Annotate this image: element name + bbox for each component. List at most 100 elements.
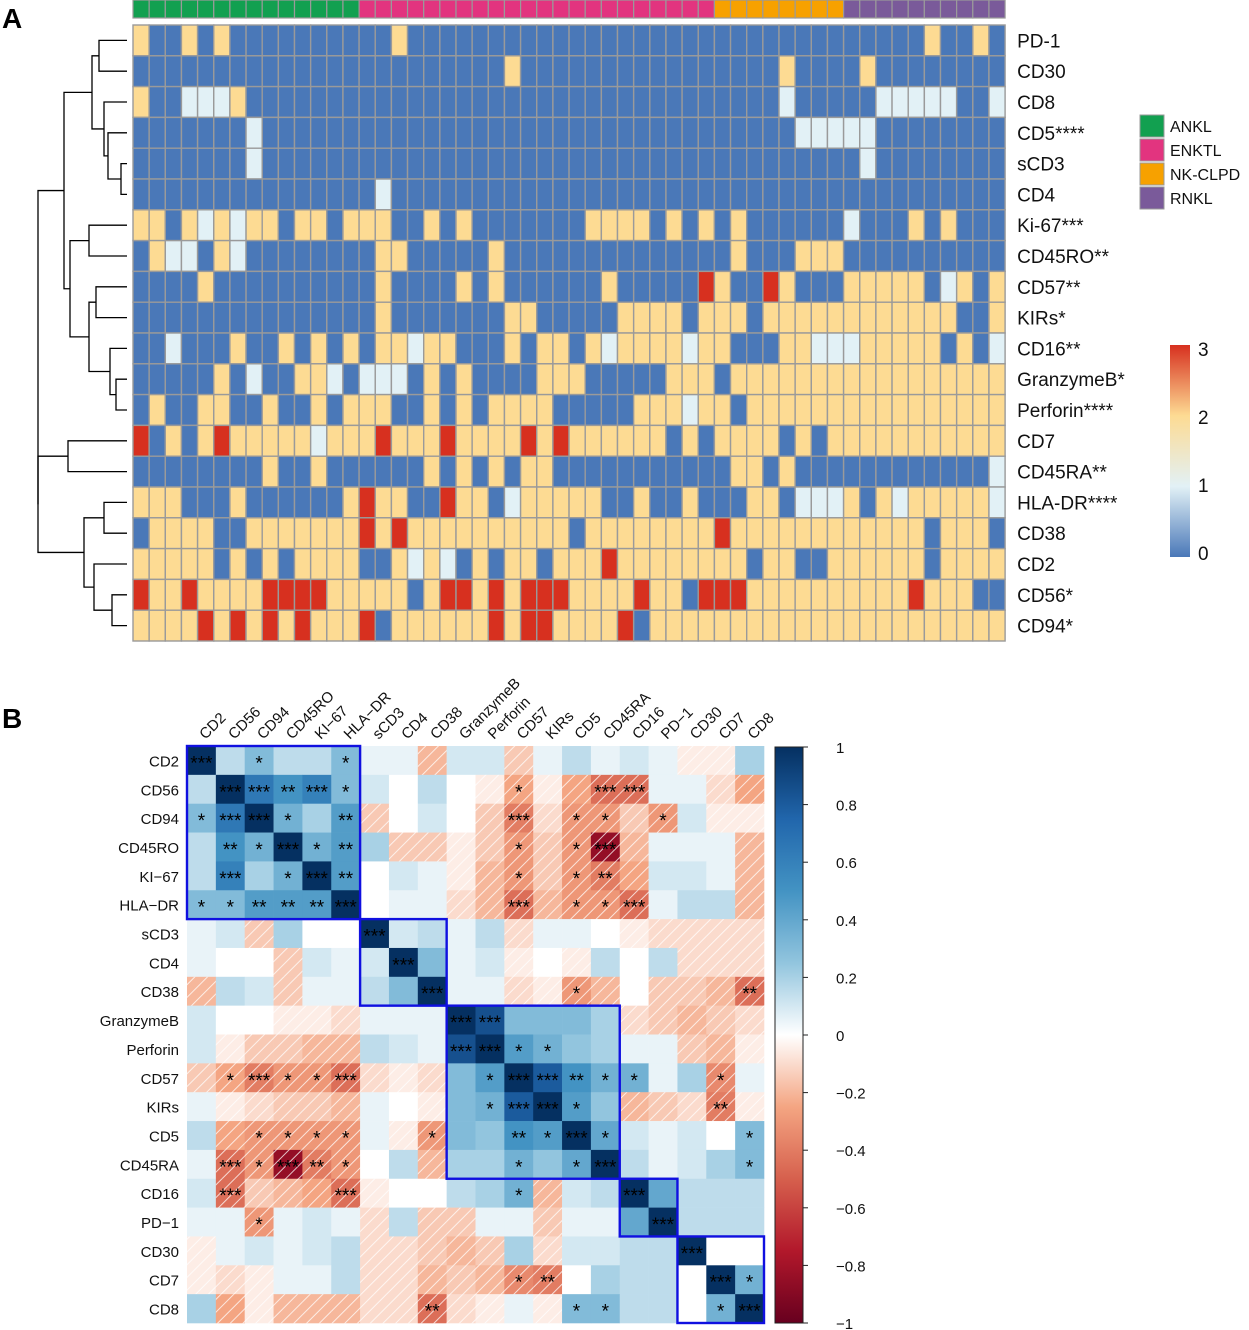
corr-negative-hatch — [331, 1034, 361, 1064]
corr-negative-hatch — [475, 861, 505, 891]
heatmap-cell — [746, 209, 764, 242]
corr-cell — [562, 1005, 592, 1035]
corr-row-label: CD8 — [149, 1302, 179, 1319]
row-label: CD94* — [1017, 617, 1074, 638]
heatmap-cell — [148, 609, 166, 642]
heatmap-cell — [309, 578, 328, 611]
colorbar-b-tick: −0.6 — [836, 1201, 866, 1218]
heatmap-cell — [649, 547, 667, 581]
heatmap-cell — [293, 363, 312, 396]
heatmap-cell — [762, 178, 780, 211]
group-annotation-cell — [600, 0, 619, 19]
corr-cell — [706, 890, 736, 920]
corr-row-label: CD57 — [141, 1071, 179, 1088]
heatmap-cell — [778, 147, 796, 180]
heatmap-cell — [923, 270, 942, 303]
corr-negative-hatch — [677, 1034, 707, 1064]
corr-cell — [475, 1207, 505, 1237]
significance-mark: *** — [710, 1273, 733, 1294]
heatmap-cell — [196, 116, 215, 149]
corr-cell — [677, 1294, 707, 1324]
heatmap-cell — [762, 239, 780, 273]
heatmap-cell — [616, 24, 635, 57]
heatmap-cell — [842, 609, 861, 642]
significance-mark: * — [573, 811, 581, 832]
corr-cell — [446, 1092, 476, 1122]
heatmap-cell — [164, 393, 183, 427]
group-annotation-cell — [148, 0, 166, 19]
corr-negative-hatch — [331, 1149, 361, 1180]
heatmap-cell — [229, 178, 247, 211]
heatmap-cell — [972, 270, 990, 303]
corr-cell — [706, 1207, 736, 1237]
heatmap-cell — [859, 270, 877, 303]
heatmap-cell — [681, 332, 699, 365]
heatmap-cell — [536, 486, 554, 519]
corr-cell — [331, 746, 361, 776]
heatmap-cell — [794, 116, 813, 149]
heatmap-cell — [148, 209, 166, 242]
heatmap-cell — [423, 116, 441, 149]
corr-col-label: CD38 — [427, 704, 466, 743]
corr-cell — [388, 803, 419, 833]
corr-negative-hatch — [735, 947, 765, 978]
group-annotation-cell — [326, 0, 344, 19]
heatmap-cell — [778, 424, 796, 457]
heatmap-cell — [794, 547, 813, 581]
corr-negative-hatch — [735, 861, 765, 891]
heatmap-cell — [649, 363, 667, 396]
heatmap-cell — [729, 486, 748, 519]
corr-cell — [302, 947, 332, 978]
heatmap-cell — [762, 517, 780, 550]
significance-mark: * — [515, 1157, 523, 1178]
heatmap-cell — [439, 578, 457, 611]
heatmap-cell — [342, 517, 360, 550]
heatmap-cell — [972, 55, 990, 88]
heatmap-cell — [907, 424, 926, 457]
heatmap-cell — [600, 424, 619, 457]
colorbar-a-tick: 2 — [1198, 408, 1209, 429]
dendrogram-branch — [95, 286, 127, 319]
corr-cell — [273, 774, 303, 804]
heatmap-cell — [309, 55, 328, 88]
corr-cell — [417, 1034, 447, 1064]
heatmap-cell — [471, 547, 489, 581]
corr-cell — [648, 1294, 678, 1324]
heatmap-cell — [390, 239, 409, 273]
heatmap-cell — [859, 578, 877, 611]
significance-mark: * — [342, 1157, 350, 1178]
group-annotation-cell — [891, 0, 909, 19]
corr-cell — [215, 832, 245, 862]
heatmap-cell — [794, 239, 813, 273]
heatmap-cell — [439, 332, 457, 365]
corr-negative-hatch — [446, 1265, 476, 1295]
heatmap-cell — [552, 24, 570, 57]
heatmap-cell — [196, 178, 215, 211]
heatmap-cell — [148, 239, 166, 273]
corr-negative-hatch — [533, 1178, 563, 1208]
heatmap-cell — [455, 239, 473, 273]
heatmap-cell — [487, 424, 506, 457]
heatmap-cell — [213, 517, 231, 550]
corr-cell — [533, 1034, 563, 1064]
heatmap-cell — [552, 455, 570, 488]
heatmap-cell — [600, 547, 619, 581]
corr-negative-hatch — [417, 1092, 447, 1122]
heatmap-cell — [891, 85, 909, 119]
heatmap-cell — [842, 24, 861, 57]
group-annotation-cell — [536, 0, 554, 19]
heatmap-cell — [891, 55, 909, 88]
corr-cell — [475, 947, 505, 978]
significance-mark: *** — [594, 840, 617, 861]
heatmap-cell — [568, 486, 586, 519]
heatmap-cell — [455, 424, 473, 457]
heatmap-cell — [778, 270, 796, 303]
group-annotation-cell — [439, 0, 457, 19]
corr-cell — [215, 919, 245, 949]
heatmap-cell — [955, 547, 974, 581]
significance-mark: * — [746, 1273, 754, 1294]
corr-negative-hatch — [417, 1236, 447, 1266]
heatmap-cell — [988, 486, 1006, 519]
heatmap-cell — [923, 55, 942, 88]
heatmap-cell — [939, 147, 958, 180]
